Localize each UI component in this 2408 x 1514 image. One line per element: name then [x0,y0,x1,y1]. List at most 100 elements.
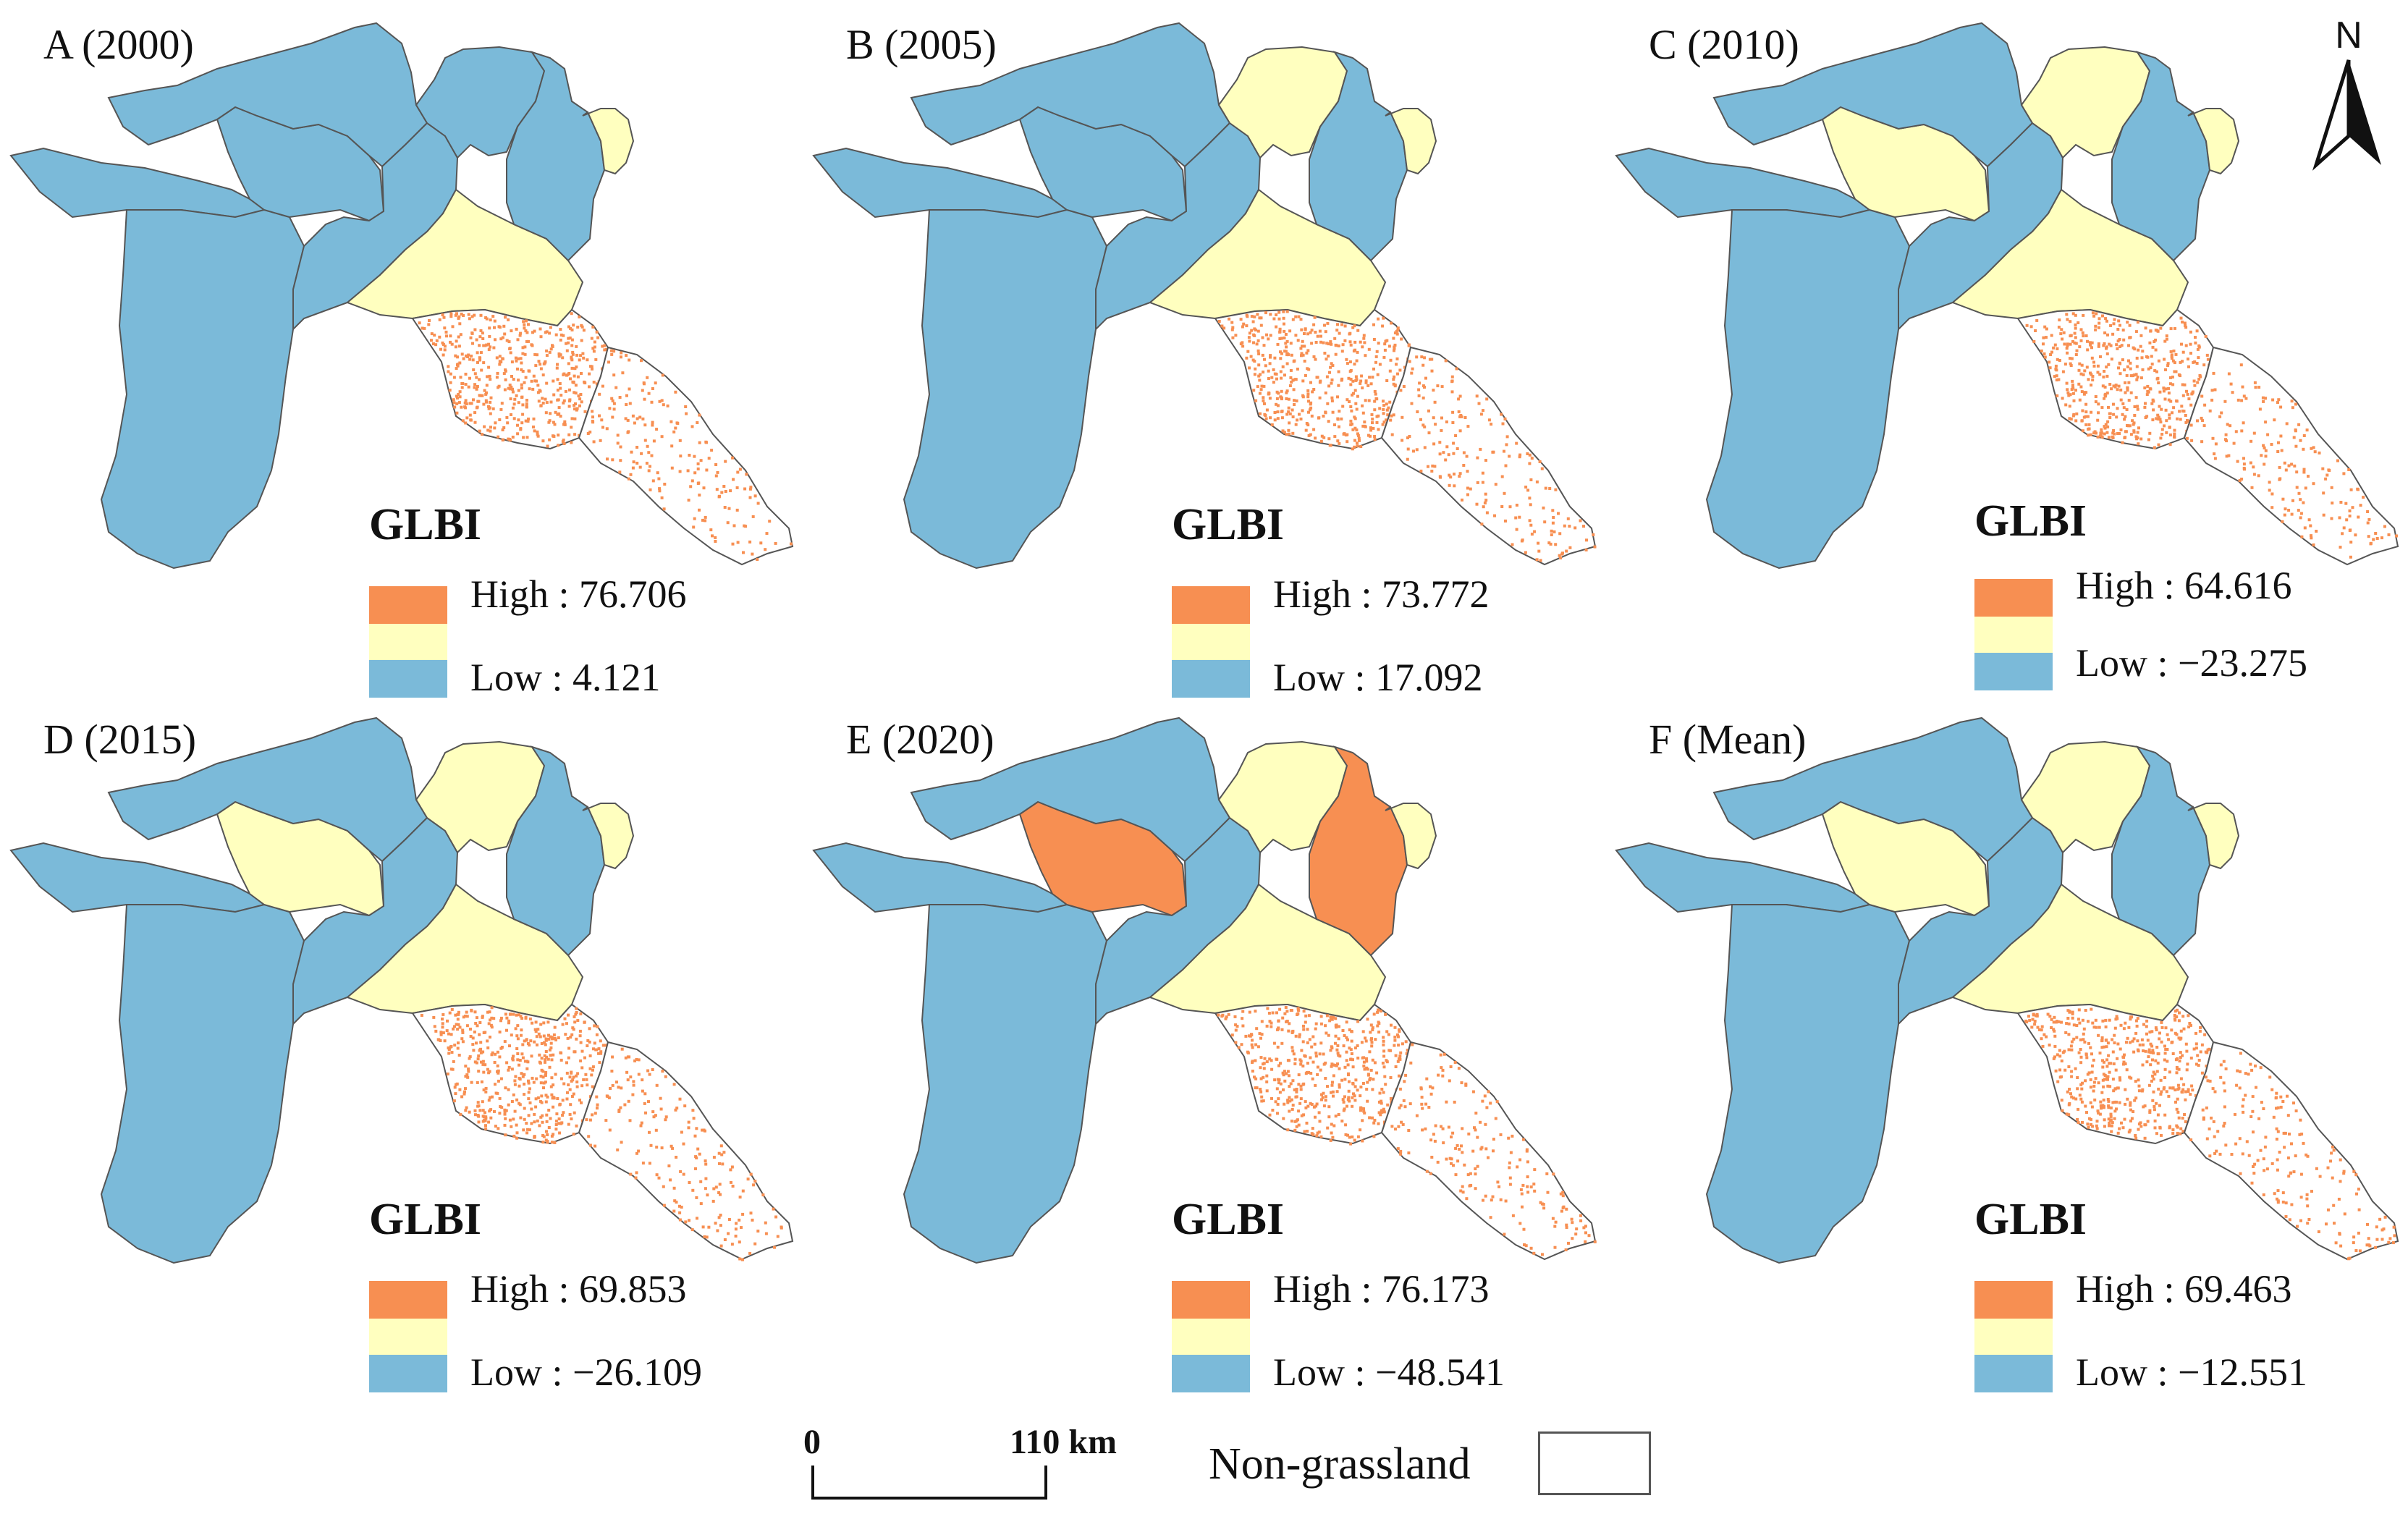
region-map [1615,716,2399,1264]
map-region-r9 [2187,803,2240,870]
legend-title: GLBI [1974,1195,2087,1244]
map-region-r9 [582,803,635,870]
map-region-r9 [2187,108,2240,175]
legend-high-value: High : 69.463 [2076,1267,2292,1311]
map-region-r11 [578,346,794,566]
map-speckle-r11 [2185,363,2398,559]
region-map [9,22,794,570]
map-region-r8 [506,51,606,262]
map-region-r1 [812,147,1069,219]
legend-low-value: Low : −26.109 [470,1350,702,1394]
legend-low-swatch [1974,653,2053,690]
map-speckle-r11 [1389,355,1597,562]
legend-low-swatch [369,1355,447,1392]
legend-mid-swatch [1974,1319,2053,1355]
legend-mid-swatch [369,624,447,660]
map-speckle-r11 [585,1047,783,1261]
map-region-r9 [1385,108,1437,175]
legend-high-swatch [369,586,447,624]
map-region-r11 [578,1041,794,1261]
map-speckle-r10 [1217,1006,1409,1146]
map-region-r2 [1705,903,1911,1264]
legend-title: GLBI [1172,500,1285,549]
legend-high-value: High : 64.616 [2076,564,2292,607]
map-region-r1 [9,842,266,913]
map-region-r1 [9,147,266,219]
map-region-r10 [2016,1003,2215,1145]
legend-low-value: Low : −23.275 [2076,641,2307,685]
legend-high-value: High : 69.853 [470,1267,687,1311]
map-region-r11 [1380,1041,1597,1261]
region-map [812,716,1597,1264]
map-panel-f: F (Mean) GLBI High : 69.463 Low : −12.55… [1605,695,2408,1404]
legend-title: GLBI [369,1195,482,1244]
scale-bar-line [811,1466,1047,1500]
map-region-r2 [100,208,305,570]
map-panel-c: C (2010) GLBI High : 64.616 Low : −23.27… [1605,0,2408,709]
map-panel-e: E (2020) GLBI High : 76.173 Low : −48.54… [803,695,1605,1404]
legend-mid-swatch [1172,1319,1250,1355]
panel-title: A (2000) [43,21,194,68]
north-arrow-icon: N [2312,14,2381,171]
legend-high-swatch [1172,1281,1250,1319]
panel-title: C (2010) [1649,21,1799,68]
map-region-r1 [1615,147,1872,219]
map-region-r8 [2111,51,2211,262]
panel-title: D (2015) [43,716,197,763]
map-speckle-r10 [1217,310,1411,451]
legend-mid-swatch [1172,624,1250,660]
legend-mid-swatch [369,1319,447,1355]
legend-low-swatch [369,660,447,698]
map-region-r8 [506,745,606,957]
map-region-r11 [1380,346,1597,566]
map-panel-b: B (2005) GLBI High : 73.772 Low : 17.092 [803,0,1605,709]
nongrassland-legend: Non-grassland [1209,1426,1657,1498]
legend-high-swatch [369,1281,447,1319]
map-panel-a: A (2000) GLBI High : 76.706 Low : 4.121 [0,0,803,709]
legend-title: GLBI [1172,1195,1285,1244]
legend-low-swatch [1172,660,1250,698]
legend-high-value: High : 76.173 [1273,1267,1490,1311]
region-map [812,22,1597,570]
map-speckle-r11 [2189,1052,2396,1261]
scale-start-label: 0 [803,1423,821,1461]
map-region-r8 [1309,51,1408,262]
scale-bar: 0 110 km [793,1422,1140,1509]
map-region-r8 [1309,745,1408,957]
map-region-r9 [1385,803,1437,870]
nongrassland-label: Non-grassland [1209,1439,1471,1489]
legend-mid-swatch [1974,617,2053,653]
legend-low-swatch [1172,1355,1250,1392]
map-region-r11 [2183,1041,2399,1261]
map-region-r2 [903,903,1108,1264]
map-region-r10 [2016,308,2215,450]
map-region-r1 [1615,842,1872,913]
map-speckle-r10 [2024,1007,2211,1140]
map-region-r2 [1705,208,1911,570]
map-region-r8 [2111,745,2211,957]
map-panel-d: D (2015) GLBI High : 69.853 Low : −26.10… [0,695,803,1404]
scale-end-label: 110 km [1010,1423,1118,1461]
nongrassland-swatch [1538,1431,1651,1495]
legend-high-value: High : 76.706 [470,572,687,616]
legend-high-swatch [1974,1281,2053,1319]
legend-low-swatch [1974,1355,2053,1392]
map-region-r2 [903,208,1108,570]
map-speckle-r11 [1390,1043,1597,1256]
legend-high-swatch [1974,579,2053,617]
legend-low-value: Low : 4.121 [470,656,661,699]
legend-title: GLBI [1974,496,2087,546]
legend-low-value: Low : 17.092 [1273,656,1483,699]
map-speckle-r10 [2025,311,2211,449]
panel-title: E (2020) [846,716,994,763]
legend-low-value: Low : −12.551 [2076,1350,2307,1394]
map-region-r2 [100,903,305,1264]
legend-low-value: Low : −48.541 [1273,1350,1505,1394]
north-arrow: N [2309,13,2388,172]
map-region-r10 [1214,1003,1412,1145]
map-speckle-r10 [418,312,608,448]
legend-title: GLBI [369,500,482,549]
legend-high-swatch [1172,586,1250,624]
panel-title: B (2005) [846,21,997,68]
map-speckle-r11 [586,349,793,562]
